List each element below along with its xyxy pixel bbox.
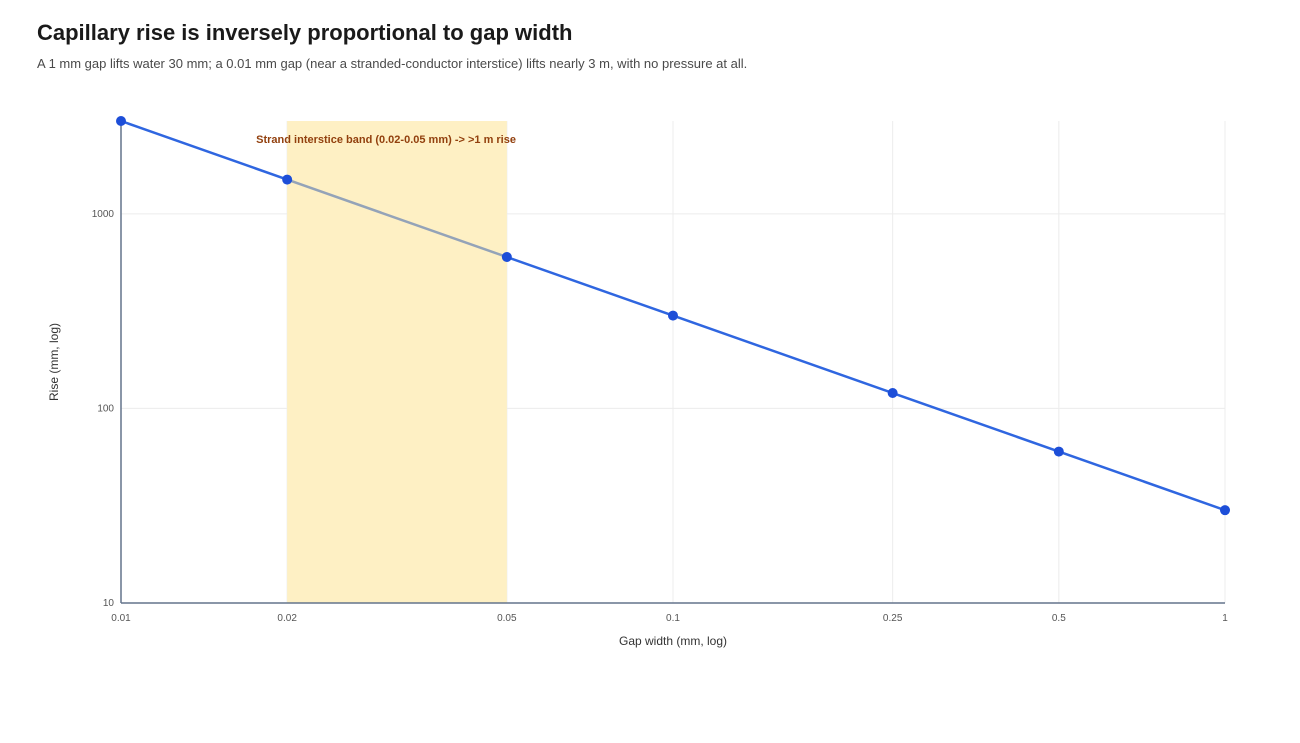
data-point bbox=[887, 388, 898, 399]
data-point bbox=[668, 310, 678, 321]
x-tick-label: 0.1 bbox=[666, 613, 680, 624]
series-points bbox=[116, 116, 1230, 516]
x-tick-label: 0.02 bbox=[277, 613, 297, 624]
data-point bbox=[282, 174, 293, 185]
grid bbox=[120, 121, 1226, 604]
series-segment bbox=[285, 178, 509, 259]
axes bbox=[120, 121, 1225, 604]
y-tick-label: 1000 bbox=[92, 209, 115, 220]
series-segment bbox=[1057, 450, 1227, 512]
chart-subtitle: A 1 mm gap lifts water 30 mm; a 0.01 mm … bbox=[37, 56, 748, 71]
series-segment bbox=[671, 314, 894, 395]
y-tick-label: 100 bbox=[97, 403, 114, 414]
x-axis-label: Gap width (mm, log) bbox=[619, 634, 727, 648]
data-point bbox=[116, 116, 126, 126]
data-point bbox=[501, 252, 512, 263]
band-annotation: Strand interstice band (0.02-0.05 mm) ->… bbox=[256, 134, 516, 146]
series-segment bbox=[891, 391, 1061, 453]
x-tick-label: 0.05 bbox=[497, 613, 517, 624]
labels: 0.01 0.02 0.05 0.1 0.25 0.5 1 10 100 1000 Strand i… bbox=[47, 134, 1228, 648]
y-tick-label: 10 bbox=[103, 598, 115, 609]
series-segment bbox=[119, 119, 289, 181]
x-tick-label: 0.25 bbox=[883, 613, 903, 624]
chart-title: Capillary rise is inversely proportional… bbox=[37, 20, 573, 45]
y-axis-label: Rise (mm, log) bbox=[47, 323, 61, 401]
interstice-band-rect bbox=[287, 121, 507, 603]
data-point bbox=[1053, 446, 1064, 457]
x-tick-label: 0.5 bbox=[1052, 613, 1066, 624]
data-point bbox=[1220, 505, 1230, 516]
series-segment bbox=[505, 255, 675, 317]
x-tick-label: 1 bbox=[1222, 613, 1228, 624]
series-line bbox=[119, 119, 1227, 512]
x-tick-label: 0.01 bbox=[111, 613, 131, 624]
interstice-band bbox=[287, 121, 507, 603]
